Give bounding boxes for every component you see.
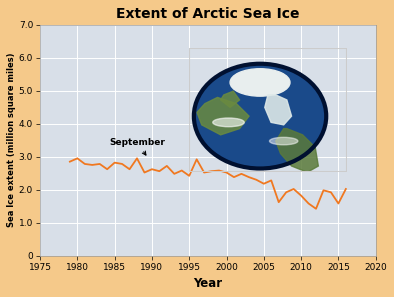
Polygon shape bbox=[265, 95, 292, 125]
Polygon shape bbox=[276, 129, 318, 172]
Polygon shape bbox=[221, 91, 240, 108]
Y-axis label: Sea Ice extent (million square miles): Sea Ice extent (million square miles) bbox=[7, 53, 16, 228]
Polygon shape bbox=[197, 97, 249, 135]
Ellipse shape bbox=[213, 118, 244, 127]
Title: Extent of Arctic Sea Ice: Extent of Arctic Sea Ice bbox=[116, 7, 299, 21]
Ellipse shape bbox=[269, 137, 298, 145]
X-axis label: Year: Year bbox=[193, 277, 223, 290]
Ellipse shape bbox=[230, 69, 290, 96]
Circle shape bbox=[194, 64, 326, 168]
Text: September: September bbox=[109, 138, 165, 155]
